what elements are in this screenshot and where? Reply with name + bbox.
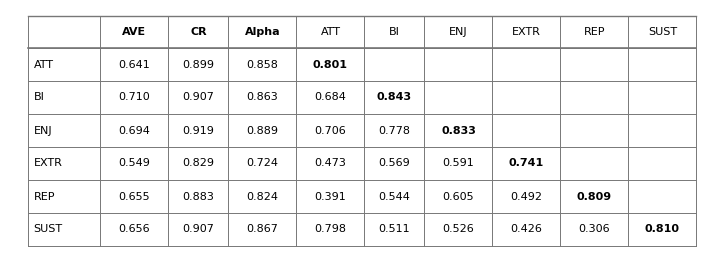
Text: 0.694: 0.694 (119, 125, 150, 135)
Text: 0.919: 0.919 (183, 125, 215, 135)
Text: 0.899: 0.899 (183, 59, 215, 69)
Text: 0.809: 0.809 (577, 192, 612, 201)
Text: ENJ: ENJ (450, 27, 468, 37)
Text: ENJ: ENJ (33, 125, 52, 135)
Text: REP: REP (33, 192, 55, 201)
Text: BI: BI (33, 92, 44, 102)
Text: 0.391: 0.391 (315, 192, 347, 201)
Text: CR: CR (190, 27, 207, 37)
Text: 0.544: 0.544 (378, 192, 410, 201)
Text: ATT: ATT (33, 59, 54, 69)
Text: 0.526: 0.526 (443, 225, 474, 234)
Text: 0.549: 0.549 (119, 159, 150, 168)
Text: 0.473: 0.473 (315, 159, 347, 168)
Text: EXTR: EXTR (33, 159, 62, 168)
Text: 0.907: 0.907 (183, 225, 215, 234)
Text: 0.741: 0.741 (509, 159, 544, 168)
Text: 0.724: 0.724 (247, 159, 278, 168)
Text: 0.798: 0.798 (315, 225, 347, 234)
Text: BI: BI (389, 27, 400, 37)
Text: 0.858: 0.858 (247, 59, 278, 69)
Text: 0.810: 0.810 (645, 225, 680, 234)
Text: 0.710: 0.710 (119, 92, 150, 102)
Text: 0.656: 0.656 (119, 225, 150, 234)
Text: 0.492: 0.492 (510, 192, 542, 201)
Text: 0.684: 0.684 (315, 92, 347, 102)
Text: 0.883: 0.883 (183, 192, 215, 201)
Text: 0.778: 0.778 (378, 125, 410, 135)
Text: AVE: AVE (123, 27, 146, 37)
Text: 0.706: 0.706 (315, 125, 347, 135)
Text: EXTR: EXTR (512, 27, 541, 37)
Text: 0.591: 0.591 (443, 159, 474, 168)
Text: 0.511: 0.511 (378, 225, 410, 234)
Text: 0.605: 0.605 (443, 192, 474, 201)
Text: 0.426: 0.426 (510, 225, 542, 234)
Text: 0.907: 0.907 (183, 92, 215, 102)
Text: SUST: SUST (33, 225, 62, 234)
Text: 0.641: 0.641 (119, 59, 150, 69)
Text: 0.833: 0.833 (441, 125, 476, 135)
Text: 0.306: 0.306 (579, 225, 610, 234)
Text: Alpha: Alpha (244, 27, 281, 37)
Text: SUST: SUST (648, 27, 677, 37)
Text: 0.655: 0.655 (119, 192, 150, 201)
Text: REP: REP (584, 27, 605, 37)
Text: ATT: ATT (320, 27, 341, 37)
Text: 0.801: 0.801 (313, 59, 348, 69)
Text: 0.569: 0.569 (378, 159, 410, 168)
Text: 0.889: 0.889 (247, 125, 278, 135)
Text: 0.824: 0.824 (247, 192, 278, 201)
Text: 0.867: 0.867 (247, 225, 278, 234)
Text: 0.829: 0.829 (183, 159, 215, 168)
Text: 0.863: 0.863 (247, 92, 278, 102)
Text: 0.843: 0.843 (377, 92, 412, 102)
